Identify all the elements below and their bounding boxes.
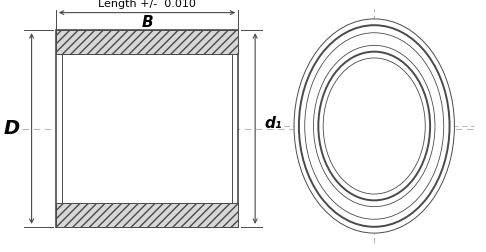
Text: Length +/-  0.010: Length +/- 0.010: [98, 0, 196, 9]
Ellipse shape: [294, 19, 454, 233]
Bar: [56, 203, 238, 227]
Bar: [56, 30, 238, 54]
Bar: [62, 54, 232, 203]
Text: B: B: [141, 15, 153, 30]
Text: D: D: [3, 119, 19, 138]
Bar: [56, 30, 238, 227]
Text: d₁: d₁: [265, 116, 282, 131]
